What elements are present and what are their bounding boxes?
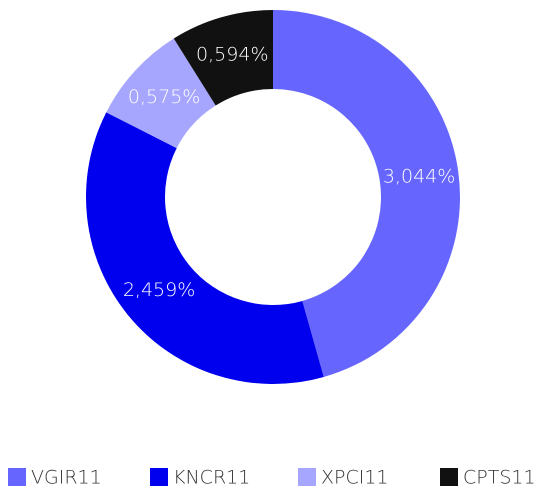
legend-swatch	[150, 468, 168, 486]
data-label: 0,594%	[196, 44, 268, 66]
data-label: 3,044%	[383, 165, 455, 187]
legend-swatch	[298, 468, 316, 486]
legend-label: KNCR11	[173, 467, 250, 489]
slice	[273, 10, 460, 377]
legend-swatch	[440, 468, 458, 486]
data-label: 0,575%	[128, 86, 200, 108]
slice	[173, 10, 273, 106]
legend-label: VGIR11	[31, 467, 102, 489]
legend-swatch	[8, 468, 26, 486]
legend-label: CPTS11	[463, 467, 536, 489]
legend-label: XPCI11	[321, 467, 389, 489]
data-label: 2,459%	[123, 279, 195, 301]
slice	[106, 38, 216, 149]
slice	[86, 112, 324, 384]
